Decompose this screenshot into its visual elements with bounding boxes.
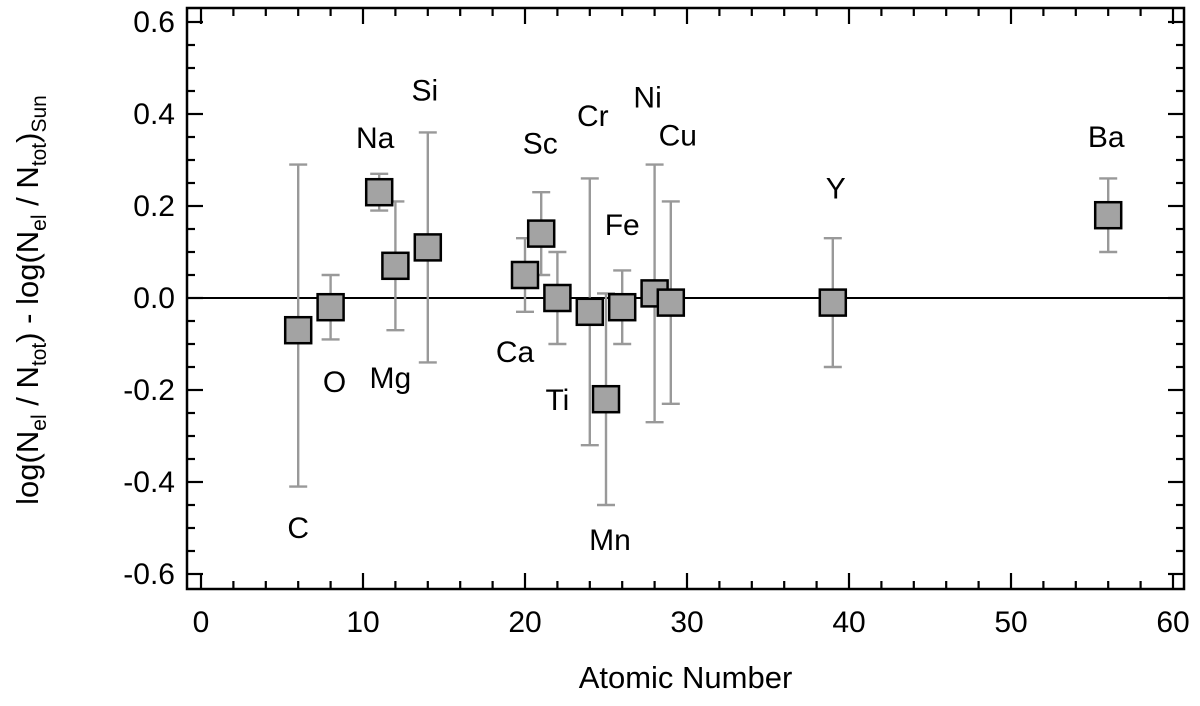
data-point-Mg <box>381 251 410 281</box>
x-tick-labels: 0 10 20 30 40 50 60 <box>193 606 1190 639</box>
y-tick-label: -0.6 <box>123 558 175 591</box>
data-point-O <box>316 292 345 322</box>
element-label-Sc: Sc <box>523 128 558 161</box>
x-axis-title: Atomic Number <box>579 660 793 695</box>
x-tick-label: 20 <box>508 606 541 639</box>
x-tick-label: 40 <box>832 606 865 639</box>
element-label-Na: Na <box>356 122 395 155</box>
data-point-Ca <box>510 260 540 290</box>
data-point-Y <box>818 288 848 317</box>
element-label-Si: Si <box>411 74 438 107</box>
data-point-Fe <box>607 292 637 322</box>
data-point-Sc <box>526 219 556 248</box>
element-label-C: C <box>287 512 309 545</box>
data-point-Cu <box>656 288 686 317</box>
data-point-Cr <box>575 297 605 327</box>
y-tick-label: 0.6 <box>133 6 175 39</box>
element-label-Fe: Fe <box>605 209 640 242</box>
y-tick-label: 0.2 <box>133 190 175 223</box>
data-point-Si <box>413 233 443 262</box>
element-label-Ba: Ba <box>1088 121 1125 154</box>
data-points <box>283 177 1123 414</box>
element-labels: C O Na Mg Si Ca Sc Ti Cr Mn Fe Ni Cu Y Ba <box>287 74 1124 557</box>
y-tick-label: -0.4 <box>123 466 175 499</box>
element-label-O: O <box>323 366 346 399</box>
data-point-Na <box>364 177 394 207</box>
y-tick-label: -0.2 <box>123 374 175 407</box>
x-tick-label: 50 <box>994 606 1027 639</box>
data-point-Ti <box>543 283 572 313</box>
element-label-Ca: Ca <box>496 336 535 369</box>
axis-ticks <box>187 8 1184 589</box>
data-point-Ba <box>1093 200 1123 230</box>
element-label-Y: Y <box>826 173 846 206</box>
y-tick-label: 0.4 <box>133 98 175 131</box>
y-axis-title: log(Nel / Ntot) - log(Nel / Ntot)Sun <box>10 95 51 505</box>
x-tick-label: 10 <box>346 606 379 639</box>
element-label-Ti: Ti <box>545 384 569 417</box>
x-tick-label: 60 <box>1156 606 1189 639</box>
data-point-C <box>283 315 313 345</box>
element-label-Cr: Cr <box>577 100 609 133</box>
element-label-Mn: Mn <box>589 524 631 557</box>
data-point-Mn <box>591 384 621 414</box>
element-label-Cu: Cu <box>659 120 697 153</box>
element-label-Ni: Ni <box>633 81 661 114</box>
element-label-Mg: Mg <box>370 362 412 395</box>
x-tick-label: 30 <box>670 606 703 639</box>
y-tick-labels: 0.6 0.4 0.2 0.0 -0.2 -0.4 -0.6 <box>123 6 175 591</box>
y-tick-label: 0.0 <box>133 282 175 315</box>
x-tick-label: 0 <box>193 606 210 639</box>
